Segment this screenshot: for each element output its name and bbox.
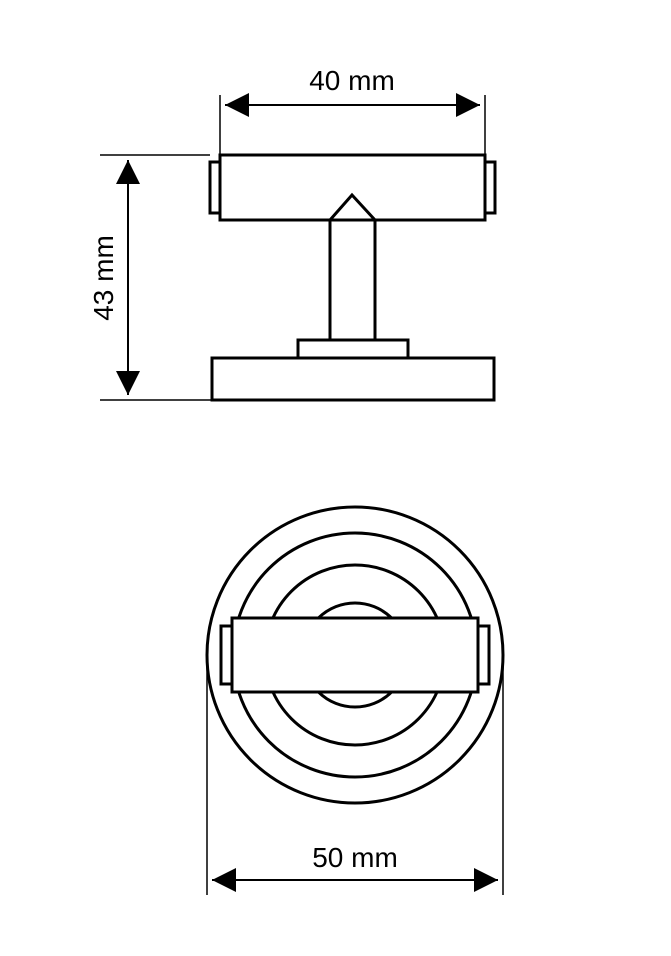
technical-drawing: 40 mm 43 mm 50 mm: [0, 0, 671, 956]
top-view: [207, 507, 503, 803]
dimension-height-43: 43 mm: [88, 155, 212, 400]
dim-50-label: 50 mm: [312, 842, 398, 873]
dim-43-label: 43 mm: [88, 235, 119, 321]
side-view: [210, 155, 495, 400]
top-cap-left: [210, 162, 220, 213]
top-view-cap-right: [478, 626, 489, 684]
dimension-width-40: 40 mm: [220, 65, 485, 155]
dim-40-label: 40 mm: [309, 65, 395, 96]
top-cap-right: [485, 162, 495, 213]
base-plate: [212, 358, 494, 400]
top-bar: [220, 155, 485, 220]
top-view-cap-left: [221, 626, 232, 684]
top-view-bar: [232, 618, 478, 692]
collar: [298, 340, 408, 358]
